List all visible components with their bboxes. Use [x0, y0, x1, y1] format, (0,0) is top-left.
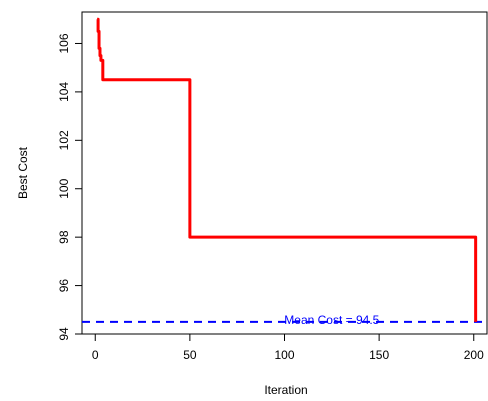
x-axis-title: Iteration	[264, 383, 307, 397]
x-tick-label: 0	[92, 348, 99, 362]
x-tick-label: 200	[464, 348, 484, 362]
y-axis-title: Best Cost	[16, 146, 30, 199]
x-axis: 0 50 100 150 200	[92, 333, 484, 362]
y-tick-label: 106	[57, 33, 71, 53]
plot-frame	[81, 11, 488, 335]
y-axis: 94 96 98 100 102 104 106	[57, 33, 83, 341]
y-tick-label: 94	[57, 327, 71, 341]
y-tick-label: 102	[57, 130, 71, 150]
y-tick-label: 96	[57, 279, 71, 293]
mean-cost-label: Mean Cost = 94.5	[284, 313, 379, 327]
x-tick-label: 50	[183, 348, 197, 362]
best-cost-series-line	[96, 17, 478, 322]
annotations: Mean Cost = 94.5	[284, 313, 379, 327]
x-tick-label: 100	[274, 348, 294, 362]
series-group	[96, 17, 478, 322]
y-tick-label: 100	[57, 178, 71, 198]
y-tick-label: 104	[57, 82, 71, 102]
x-tick-label: 150	[369, 348, 389, 362]
y-tick-label: 98	[57, 230, 71, 244]
